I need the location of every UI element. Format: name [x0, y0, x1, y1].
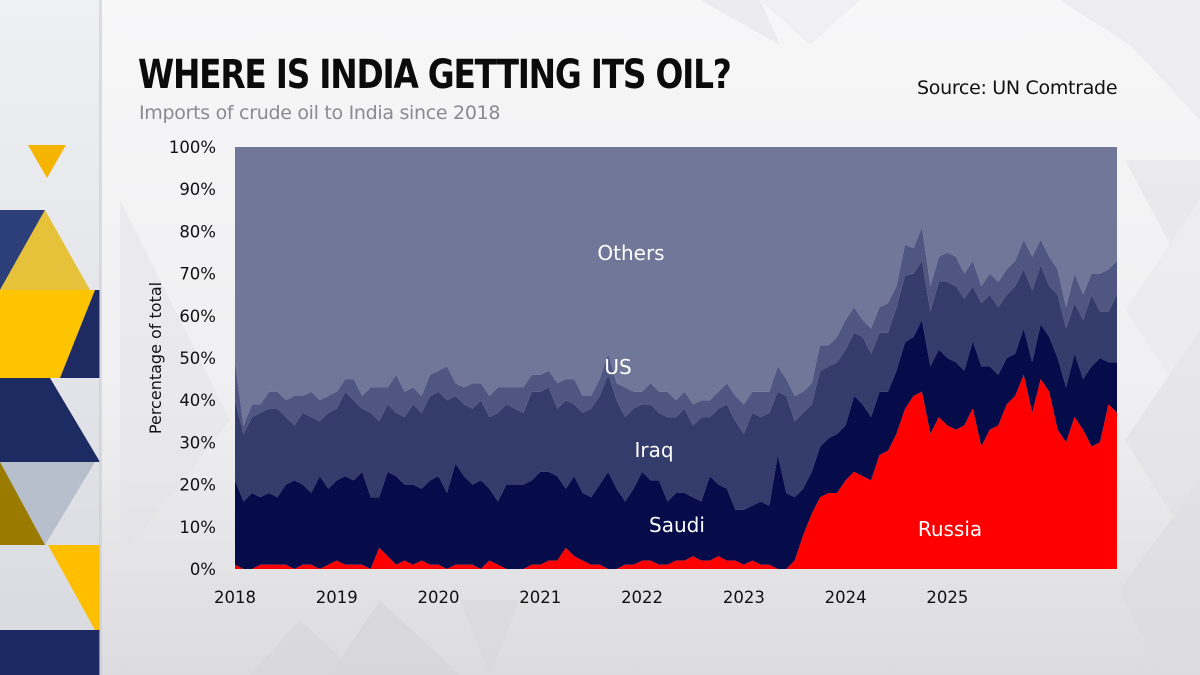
y-tick-label: 70%: [179, 265, 216, 284]
background-triangles: [120, 0, 1200, 675]
area-saudi: [235, 320, 1117, 569]
y-tick-label: 30%: [179, 433, 216, 452]
series-label-us: US: [604, 355, 631, 379]
area-iraq: [235, 260, 1117, 510]
y-tick-label: 10%: [179, 518, 216, 537]
x-tick-label: 2021: [519, 588, 561, 607]
series-label-saudi: Saudi: [649, 513, 705, 537]
left-decorative-strip: [0, 0, 102, 675]
source-note: Source: UN Comtrade: [917, 77, 1118, 99]
x-tick-label: 2018: [214, 588, 256, 607]
area-us: [235, 227, 1117, 434]
area-russia: [235, 374, 1117, 569]
x-tick-label: 2023: [723, 588, 765, 607]
y-tick-label: 80%: [179, 222, 216, 241]
y-tick-label: 60%: [179, 307, 216, 326]
series-label-others: Others: [597, 241, 664, 265]
y-tick-label: 20%: [179, 476, 216, 495]
chart-areas: [235, 147, 1117, 569]
chart-title: WHERE IS INDIA GETTING ITS OIL?: [138, 52, 732, 98]
y-axis-title: Percentage of total: [146, 282, 165, 434]
series-labels: Others US Iraq Saudi Russia: [597, 241, 982, 541]
x-tick-label: 2020: [418, 588, 460, 607]
y-tick-label: 50%: [179, 349, 216, 368]
y-tick-label: 100%: [169, 138, 216, 157]
x-tick-label: 2022: [621, 588, 663, 607]
x-tick-label: 2024: [825, 588, 867, 607]
x-tick-label: 2025: [926, 588, 968, 607]
area-others: [235, 147, 1117, 426]
y-tick-label: 90%: [179, 180, 216, 199]
series-label-russia: Russia: [918, 517, 982, 541]
x-tick-label: 2019: [316, 588, 358, 607]
y-tick-label: 0%: [190, 560, 216, 579]
y-tick-label: 40%: [179, 391, 216, 410]
series-label-iraq: Iraq: [634, 438, 673, 462]
y-axis-tick-labels: 0% 10% 20% 30% 40% 50% 60% 70% 80% 90% 100%: [169, 138, 216, 579]
chart-subtitle: Imports of crude oil to India since 2018: [139, 102, 501, 124]
x-axis-tick-labels: 2018 2019 2020 2021 2022 2023 2024 2025: [214, 588, 968, 607]
